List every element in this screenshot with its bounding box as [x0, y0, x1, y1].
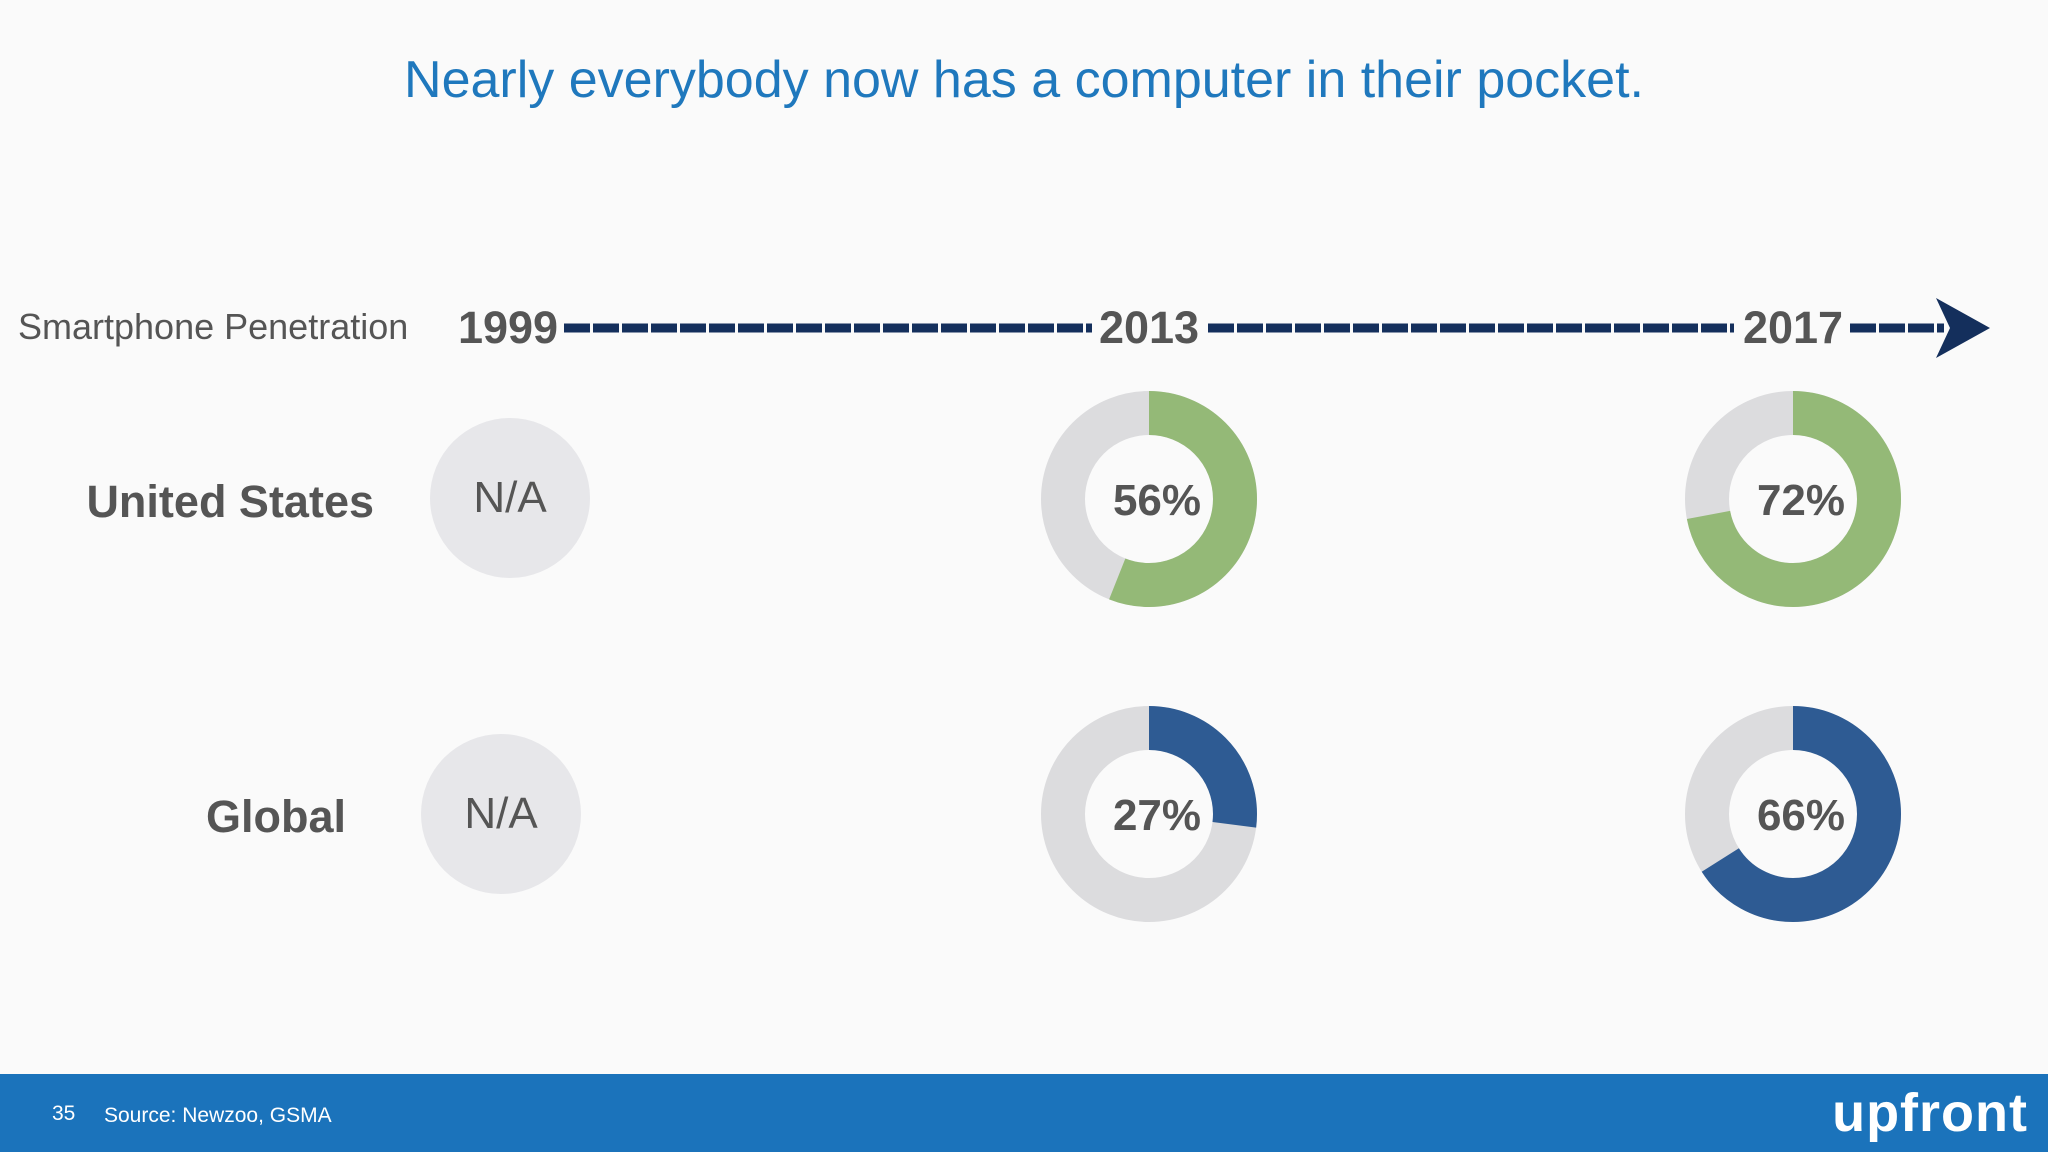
- donut-label-us-2013: 56%: [1113, 476, 1201, 525]
- row-header: Smartphone Penetration: [18, 306, 409, 347]
- na-label: N/A: [473, 473, 547, 522]
- region-label-us: United States: [86, 476, 374, 527]
- donut-value-arc-global-2017: [1685, 706, 1901, 922]
- source-note: Source: Newzoo, GSMA: [104, 1104, 332, 1127]
- page-number: 35: [52, 1102, 76, 1125]
- year-label-2013: 2013: [1098, 302, 1200, 353]
- slide-title: Nearly everybody now has a computer in t…: [404, 51, 1644, 109]
- na-circle-us-1999: N/A: [430, 418, 590, 578]
- year-label-1999: 1999: [457, 302, 559, 353]
- footer-bar: 35 Source: Newzoo, GSMA upfront: [0, 1074, 2048, 1152]
- brand-logo: upfront: [1832, 1083, 2028, 1143]
- arrow-head-icon: [1936, 298, 1990, 358]
- year-label-2017: 2017: [1742, 302, 1844, 353]
- donut-label-global-2013: 27%: [1113, 791, 1201, 840]
- donut-label-global-2017: 66%: [1757, 791, 1845, 840]
- na-circle-global-1999: N/A: [421, 734, 581, 894]
- donut-value-arc-global-2013: [1041, 706, 1257, 922]
- donut-value-arc-us-2013: [1041, 391, 1257, 607]
- region-label-global: Global: [205, 791, 346, 842]
- donut-label-us-2017: 72%: [1757, 476, 1845, 525]
- na-label: N/A: [464, 789, 538, 838]
- donut-value-arc-us-2017: [1685, 391, 1901, 607]
